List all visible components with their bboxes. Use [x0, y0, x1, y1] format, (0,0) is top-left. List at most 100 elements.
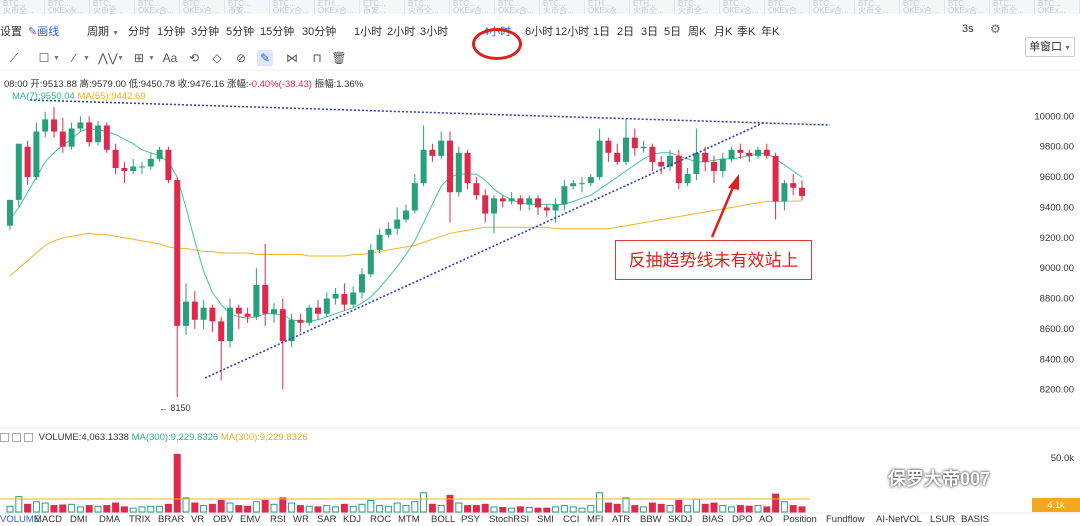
candle-body[interactable]: [737, 149, 744, 153]
refresh-interval[interactable]: 3s: [962, 23, 974, 35]
candle-body[interactable]: [799, 187, 805, 196]
candle-body[interactable]: [103, 125, 110, 150]
candle-body[interactable]: [209, 307, 216, 322]
candle-body[interactable]: [315, 307, 321, 314]
caret-down-icon[interactable]: ▼: [83, 55, 90, 62]
candle-body[interactable]: [781, 183, 788, 202]
candle-body[interactable]: [790, 183, 797, 188]
candle-body[interactable]: [482, 195, 489, 214]
interval-7[interactable]: 2小时: [387, 26, 416, 38]
indicator-cci[interactable]: CCI: [563, 514, 580, 525]
candle-body[interactable]: [7, 199, 13, 226]
candle-body[interactable]: [191, 301, 198, 320]
indicator-dmi[interactable]: DMI: [70, 514, 88, 525]
market-tab[interactable]: BTC... OKEx合...: [900, 0, 945, 14]
candle-body[interactable]: [535, 198, 541, 208]
interval-11[interactable]: 12小时: [555, 26, 590, 38]
interval-1[interactable]: 1分钟: [157, 26, 186, 38]
candle-body[interactable]: [130, 166, 137, 172]
indicator-trix[interactable]: TRIX: [129, 514, 151, 525]
market-tab[interactable]: BTC... OKEx合...: [810, 0, 855, 14]
candle-body[interactable]: [156, 149, 163, 159]
interval-8[interactable]: 3小时: [420, 26, 449, 38]
indicator-lsur[interactable]: LSUR: [930, 514, 956, 525]
interval-4[interactable]: 15分钟: [260, 26, 295, 38]
settings-gear-icon[interactable]: ⚙: [990, 22, 1001, 36]
candle-body[interactable]: [658, 161, 665, 167]
interval-6[interactable]: 1小时: [354, 26, 383, 38]
candle-body[interactable]: [288, 319, 295, 342]
candle-body[interactable]: [394, 219, 401, 229]
candle-body[interactable]: [139, 166, 145, 168]
indicator-boll[interactable]: BOLL: [431, 514, 456, 525]
candle-body[interactable]: [411, 183, 418, 211]
candle-body[interactable]: [631, 137, 638, 149]
candle-body[interactable]: [218, 321, 225, 342]
candle-body[interactable]: [684, 174, 691, 184]
candle-body[interactable]: [447, 140, 453, 193]
candle-body[interactable]: [174, 180, 181, 326]
candle-body[interactable]: [587, 177, 594, 184]
close-icon[interactable]: [24, 432, 33, 442]
indicator-dpo[interactable]: DPO: [732, 514, 753, 525]
period-dropdown[interactable]: 周期 ▼: [87, 23, 119, 39]
candle-body[interactable]: [605, 140, 612, 153]
interval-2[interactable]: 3分钟: [191, 26, 220, 38]
window-mode-select[interactable]: 单窗口 ▼: [1025, 37, 1075, 57]
candle-body[interactable]: [227, 307, 233, 342]
candle-body[interactable]: [359, 274, 365, 293]
market-tab[interactable]: BTC... 火币全...: [675, 0, 720, 14]
pattern-tool-icon[interactable]: ⋈: [286, 51, 298, 65]
wave-tool-icon[interactable]: ⋀⋁: [98, 51, 118, 65]
candle-body[interactable]: [350, 292, 357, 305]
candle-body[interactable]: [262, 284, 269, 314]
candle-body[interactable]: [77, 122, 84, 129]
candle-body[interactable]: [376, 234, 383, 250]
candle-body[interactable]: [675, 155, 682, 184]
lock-tool-icon[interactable]: ⊓: [312, 51, 322, 65]
indicator-macd[interactable]: MACD: [34, 514, 62, 525]
candle-body[interactable]: [473, 183, 480, 196]
candle-body[interactable]: [121, 167, 128, 172]
market-tab[interactable]: BTC... 火币全...: [0, 0, 45, 14]
candle-body[interactable]: [763, 149, 770, 156]
candle-body[interactable]: [746, 152, 753, 156]
candle-body[interactable]: [543, 207, 550, 211]
indicator-brar[interactable]: BRAR: [158, 514, 185, 525]
candle-body[interactable]: [271, 309, 277, 314]
candle-body[interactable]: [385, 228, 392, 235]
indicator-mtm[interactable]: MTM: [398, 514, 420, 525]
draw-pen-tool-icon[interactable]: ✎: [257, 50, 273, 66]
candle-body[interactable]: [649, 146, 656, 162]
indicator-ao[interactable]: AO: [759, 514, 773, 525]
interval-18[interactable]: 季K: [737, 26, 756, 38]
market-tab[interactable]: BTC... OKEx合...: [450, 0, 495, 14]
indicator-roc[interactable]: ROC: [370, 514, 392, 525]
candle-body[interactable]: [332, 293, 339, 299]
indicator-atr[interactable]: ATR: [612, 514, 631, 525]
candle-body[interactable]: [95, 125, 101, 143]
indicator-wr[interactable]: WR: [293, 514, 309, 525]
candle-body[interactable]: [640, 146, 647, 149]
draw-line-button[interactable]: ✎画线: [28, 23, 59, 39]
candle-body[interactable]: [517, 198, 524, 205]
candle-body[interactable]: [755, 149, 761, 156]
measure-tool-icon[interactable]: ⟲: [188, 51, 200, 65]
fib-tool-icon[interactable]: ⊞: [133, 51, 145, 65]
market-tab[interactable]: ETH... OKEx永...: [585, 0, 630, 14]
market-tab[interactable]: BTC... 币安...: [225, 0, 270, 14]
settings-icon[interactable]: [12, 432, 21, 442]
indicator-psy[interactable]: PSY: [461, 514, 481, 525]
candle-body[interactable]: [59, 131, 66, 147]
candle-body[interactable]: [728, 149, 735, 159]
market-tab[interactable]: ETH... 火币全...: [630, 0, 675, 14]
interval-12[interactable]: 1日: [593, 26, 611, 38]
caret-down-icon[interactable]: ▼: [117, 55, 124, 62]
candle-body[interactable]: [51, 119, 57, 132]
candle-body[interactable]: [42, 119, 49, 132]
interval-13[interactable]: 2日: [617, 26, 635, 38]
indicator-stochrsi[interactable]: StochRSI: [489, 514, 530, 525]
candle-body[interactable]: [367, 249, 374, 275]
market-tab[interactable]: BTC... OKEx合...: [135, 0, 180, 14]
